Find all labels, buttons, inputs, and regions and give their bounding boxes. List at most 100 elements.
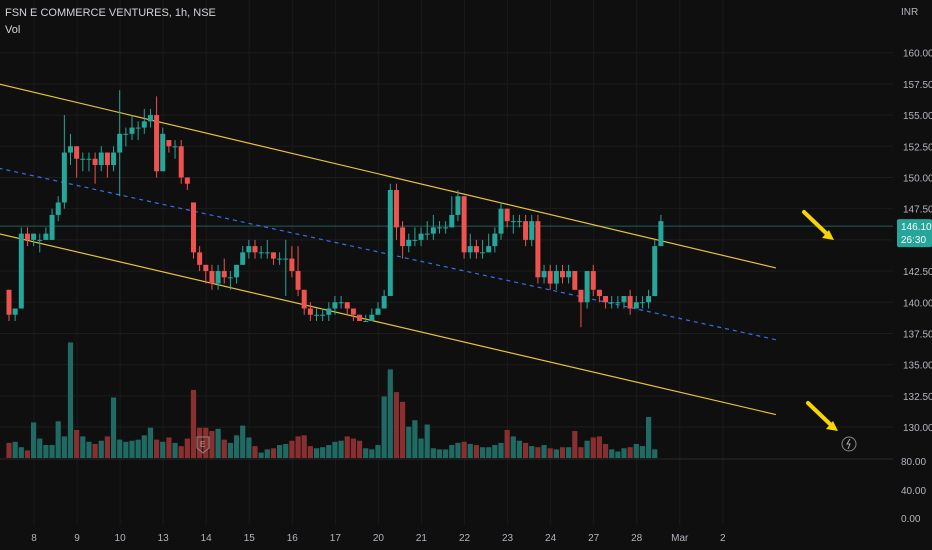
candle xyxy=(375,302,381,315)
volume-bar xyxy=(197,427,203,458)
candle-body xyxy=(24,233,30,240)
candle xyxy=(209,264,215,290)
volume-bar xyxy=(627,447,633,458)
candle xyxy=(578,289,584,328)
candle xyxy=(443,221,449,234)
candle xyxy=(74,146,80,178)
volume-bars xyxy=(6,342,658,458)
volume-bar xyxy=(646,416,652,458)
volume-bar xyxy=(652,449,658,458)
price-tick-label: 140.00 xyxy=(903,298,932,309)
candle-body xyxy=(240,252,246,265)
candle-body xyxy=(609,302,615,304)
candle-body xyxy=(147,115,153,122)
candle-body xyxy=(258,252,264,254)
candle xyxy=(6,289,12,321)
price-tick-label: 147.50 xyxy=(903,205,932,216)
candle xyxy=(332,296,338,315)
candle xyxy=(178,140,184,184)
time-tick-label: 22 xyxy=(459,533,471,544)
volume-bar xyxy=(18,447,24,458)
candle xyxy=(461,196,467,259)
candle-body xyxy=(86,158,92,160)
volume-bar xyxy=(129,440,135,458)
candle-body xyxy=(461,196,467,253)
volume-bar xyxy=(486,447,492,458)
channel-lower-line xyxy=(0,233,777,416)
volume-bar xyxy=(12,441,18,458)
candle-body xyxy=(234,264,240,278)
candle-body xyxy=(338,302,344,304)
candle xyxy=(541,264,547,284)
candle-body xyxy=(473,246,479,253)
candle xyxy=(277,252,283,265)
candle-body xyxy=(375,308,381,315)
volume-bar xyxy=(233,435,240,458)
candle-body xyxy=(31,233,37,240)
candle xyxy=(584,271,590,309)
candle xyxy=(160,127,166,172)
volume-bar xyxy=(418,438,424,458)
candle xyxy=(357,314,363,321)
candle-body xyxy=(141,121,147,128)
volume-bar xyxy=(31,422,37,458)
breakout-arrow-icon xyxy=(802,210,834,240)
candle-body xyxy=(596,289,602,297)
candle-body xyxy=(381,296,387,309)
candle-body xyxy=(621,296,627,303)
candles xyxy=(6,90,664,328)
volume-bar xyxy=(584,440,590,458)
time-tick-label: 13 xyxy=(158,533,170,544)
candle-body xyxy=(320,314,326,316)
volume-bar xyxy=(529,446,535,458)
candle-body xyxy=(277,258,283,260)
price-tick-label: 142.50 xyxy=(903,267,932,278)
candle xyxy=(504,208,510,228)
candle-body xyxy=(516,221,522,223)
candle xyxy=(350,308,356,321)
candle xyxy=(652,239,658,297)
volume-label: Vol xyxy=(5,24,21,36)
candle xyxy=(129,115,135,141)
candle xyxy=(31,233,37,247)
volume-bar xyxy=(338,440,344,458)
candle xyxy=(560,264,565,284)
volume-bar xyxy=(596,436,602,458)
volume-bar xyxy=(535,447,541,458)
candle xyxy=(418,227,424,247)
candle-body xyxy=(541,271,547,278)
volume-bar xyxy=(61,436,67,458)
volume-bar xyxy=(498,442,504,458)
time-tick-label: Mar xyxy=(671,533,689,544)
candle xyxy=(184,177,190,190)
price-tick-label: 160.00 xyxy=(903,49,932,60)
candle-body xyxy=(43,233,49,240)
candle-body xyxy=(566,271,572,278)
candle xyxy=(369,308,375,321)
candle xyxy=(123,127,129,147)
volume-bar xyxy=(615,451,621,458)
volume-bar xyxy=(104,436,110,458)
time-tick-label: 14 xyxy=(201,533,213,544)
candle-body xyxy=(627,296,633,309)
candle xyxy=(61,115,67,209)
volume-bar xyxy=(516,440,523,458)
candle-body xyxy=(289,258,295,272)
candle-body xyxy=(37,239,43,241)
time-tick-label: 24 xyxy=(545,533,557,544)
volume-bar xyxy=(55,421,61,458)
candle xyxy=(658,214,664,247)
candle-body xyxy=(314,314,319,316)
candle xyxy=(240,246,246,265)
volume-bar xyxy=(154,439,160,458)
candle xyxy=(553,264,559,290)
candle xyxy=(633,296,639,309)
volume-bar xyxy=(381,396,387,458)
candle-body xyxy=(393,189,399,228)
candle xyxy=(135,121,141,141)
candle-body xyxy=(49,214,55,240)
candle xyxy=(264,239,270,259)
volume-bar xyxy=(98,440,104,458)
time-tick-label: 20 xyxy=(373,533,385,544)
